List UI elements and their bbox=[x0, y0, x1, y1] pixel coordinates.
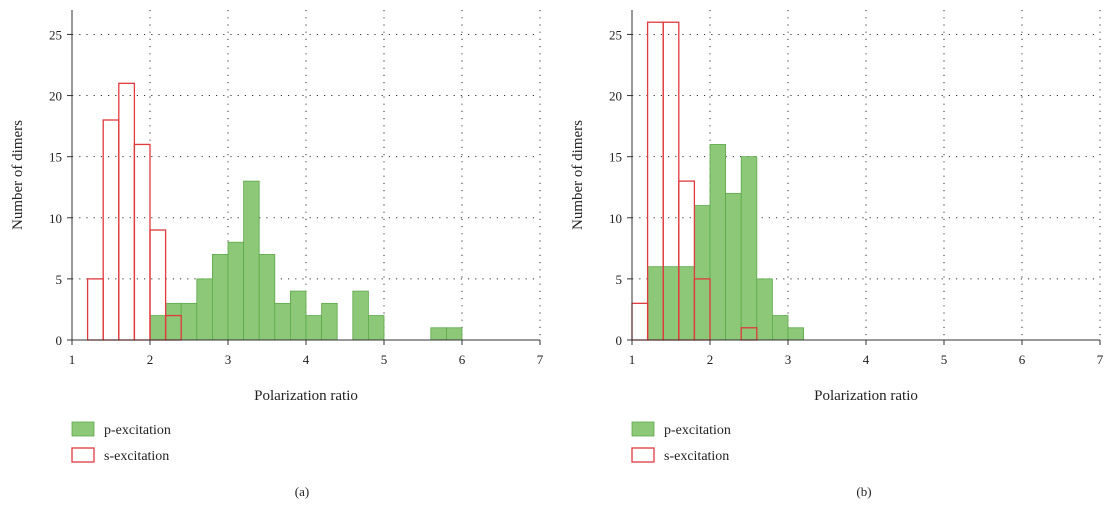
p-excitation-bar bbox=[430, 327, 447, 341]
panel-caption: (b) bbox=[856, 484, 871, 499]
p-excitation-bar bbox=[165, 302, 182, 341]
y-tick-label: 15 bbox=[49, 150, 62, 165]
x-tick-label: 7 bbox=[1097, 352, 1104, 367]
p-excitation-bar bbox=[367, 315, 385, 341]
legend-swatch-p-excitation bbox=[631, 421, 655, 437]
x-tick-label: 5 bbox=[381, 352, 388, 367]
p-excitation-bar bbox=[227, 241, 245, 341]
p-excitation-bar bbox=[694, 205, 711, 341]
legend-label: s-excitation bbox=[664, 449, 729, 464]
p-excitation-bar bbox=[243, 180, 260, 341]
p-excitation-bar bbox=[305, 315, 322, 341]
y-tick-label: 10 bbox=[609, 211, 622, 226]
p-excitation-bar bbox=[740, 156, 758, 341]
p-excitation-bar bbox=[787, 327, 805, 341]
y-tick-label: 20 bbox=[49, 89, 62, 104]
x-tick-label: 5 bbox=[941, 352, 948, 367]
y-tick-label: 0 bbox=[56, 333, 63, 348]
p-excitation-bar bbox=[772, 315, 789, 341]
s-excitation-bar bbox=[102, 119, 120, 341]
y-tick-label: 5 bbox=[56, 272, 63, 287]
x-axis-title: Polarization ratio bbox=[254, 388, 358, 404]
p-excitation-bar bbox=[678, 266, 695, 341]
panel-caption: (a) bbox=[295, 484, 309, 499]
p-excitation-bar bbox=[725, 192, 742, 341]
p-excitation-bar bbox=[321, 302, 338, 341]
x-tick-label: 4 bbox=[863, 352, 870, 367]
s-excitation-bar bbox=[133, 143, 151, 341]
x-axis-title: Polarization ratio bbox=[814, 388, 918, 404]
x-tick-label: 3 bbox=[225, 352, 232, 367]
p-excitation-bar bbox=[274, 302, 291, 341]
p-excitation-bar bbox=[289, 290, 307, 341]
x-tick-label: 2 bbox=[707, 352, 714, 367]
x-tick-label: 6 bbox=[1019, 352, 1026, 367]
x-tick-label: 1 bbox=[629, 352, 636, 367]
x-tick-label: 7 bbox=[537, 352, 544, 367]
legend-label: p-excitation bbox=[104, 423, 171, 438]
y-tick-label: 0 bbox=[616, 333, 623, 348]
legend-swatch-s-excitation bbox=[71, 447, 95, 463]
chart-panel-1: 1 2 3 4 5 6 7 0 5 10 15 20 25 Polarization ratio Numbe… bbox=[570, 10, 1104, 499]
chart-panel-0: 1 2 3 4 5 6 7 0 5 10 15 20 25 Polarization ratio Numbe… bbox=[10, 10, 544, 499]
p-excitation-bar bbox=[211, 254, 229, 341]
s-excitation-bar bbox=[86, 278, 104, 341]
p-excitation-bar bbox=[196, 278, 213, 341]
p-excitation-bar bbox=[445, 327, 463, 341]
y-tick-label: 15 bbox=[609, 150, 622, 165]
legend-label: p-excitation bbox=[664, 423, 731, 438]
p-excitation-bar bbox=[258, 254, 276, 341]
p-excitation-bar bbox=[662, 266, 680, 341]
y-tick-label: 5 bbox=[616, 272, 623, 287]
legend-swatch-s-excitation bbox=[631, 447, 655, 463]
legend-swatch-p-excitation bbox=[71, 421, 95, 437]
s-excitation-bar bbox=[631, 302, 649, 341]
x-tick-label: 3 bbox=[785, 352, 792, 367]
x-tick-label: 6 bbox=[459, 352, 466, 367]
legend-label: s-excitation bbox=[104, 449, 169, 464]
s-excitation-bar bbox=[118, 82, 136, 341]
p-excitation-bar bbox=[647, 266, 664, 341]
y-tick-label: 20 bbox=[609, 89, 622, 104]
p-excitation-bar bbox=[709, 144, 727, 341]
y-tick-label: 25 bbox=[609, 27, 622, 42]
y-axis-title: Number of dimers bbox=[570, 120, 586, 230]
y-axis-title: Number of dimers bbox=[10, 120, 26, 230]
p-excitation-bar bbox=[352, 290, 369, 341]
x-tick-label: 4 bbox=[303, 352, 310, 367]
p-excitation-bar bbox=[756, 278, 773, 341]
x-tick-label: 2 bbox=[147, 352, 154, 367]
p-excitation-bar bbox=[149, 315, 167, 341]
x-tick-label: 1 bbox=[69, 352, 76, 367]
y-tick-label: 25 bbox=[49, 27, 62, 42]
p-excitation-bar bbox=[180, 302, 198, 341]
y-tick-label: 10 bbox=[49, 211, 62, 226]
